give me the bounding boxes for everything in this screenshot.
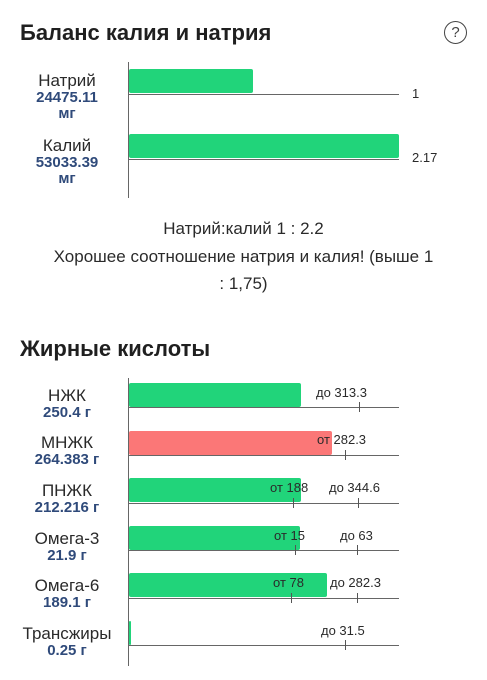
mufa-min: от 282.3: [317, 432, 367, 447]
pufa-min-tick: [293, 498, 294, 508]
trans-fat-max-tick: [345, 640, 346, 650]
pufa-name: ПНЖК: [41, 481, 93, 500]
sfa-max: до 313.3: [316, 385, 367, 400]
mufa-name: МНЖК: [40, 433, 94, 452]
omega6-max: до 282.3: [330, 575, 381, 590]
trans-fat-max: до 31.5: [321, 623, 365, 638]
sodium-label: Натрий 24475.11 мг: [13, 72, 121, 121]
sodium-amount: 24475.11: [36, 88, 98, 106]
verdict-line-2: : 1,75): [219, 274, 268, 293]
potassium-label: Калий 53033.39 мг: [13, 137, 121, 186]
pufa-bar: [129, 478, 301, 502]
potassium-name: Калий: [42, 136, 92, 155]
potassium-bar: [129, 134, 399, 158]
omega3-label: Омега-3 21.9 г: [13, 530, 121, 564]
verdict-line-1: Хорошее соотношение натрия и калия! (выш…: [53, 247, 434, 266]
omega3-min-tick: [295, 545, 296, 555]
pufa-line: [129, 503, 399, 504]
potassium-value: 2.17: [412, 150, 438, 165]
pufa-min: от 188: [270, 480, 309, 495]
omega6-amount: 189.1 г: [43, 593, 91, 611]
fatty-acids-title: Жирные кислоты: [20, 336, 211, 361]
omega6-min: от 78: [273, 575, 304, 590]
sodium-name: Натрий: [38, 71, 96, 90]
omega6-label: Омега-6 189.1 г: [13, 577, 121, 611]
mufa-bar: [129, 431, 332, 455]
pufa-max: до 344.6: [329, 480, 380, 495]
potassium-sodium-title: Баланс калия и натрия: [20, 20, 272, 45]
sodium-bar: [129, 69, 253, 93]
trans-fat-name: Трансжиры: [22, 624, 112, 643]
potassium-unit: мг: [58, 169, 76, 187]
omega3-max-tick: [357, 545, 358, 555]
ratio-line: Натрий:калий 1 : 2.2: [163, 219, 324, 238]
mufa-min-tick: [345, 450, 346, 460]
omega6-min-tick: [291, 593, 292, 603]
trans-fat-line: [129, 645, 399, 646]
omega6-name: Омега-6: [34, 576, 100, 595]
omega3-amount: 21.9 г: [47, 546, 87, 564]
omega3-bar: [129, 526, 300, 550]
potassium-line: [129, 159, 399, 160]
sfa-line: [129, 407, 399, 408]
sfa-label: НЖК 250.4 г: [13, 387, 121, 421]
omega3-max: до 63: [340, 528, 373, 543]
omega6-max-tick: [357, 593, 358, 603]
omega6-line: [129, 598, 399, 599]
sodium-unit: мг: [58, 104, 76, 122]
ps-axis: [128, 62, 129, 198]
help-icon[interactable]: ?: [444, 21, 467, 44]
omega3-min: от 15: [274, 528, 305, 543]
potassium-amount: 53033.39: [35, 153, 99, 171]
sodium-value: 1: [412, 86, 420, 101]
sodium-line: [129, 94, 399, 95]
sfa-amount: 250.4 г: [43, 403, 91, 421]
mufa-label: МНЖК 264.383 г: [13, 434, 121, 468]
mufa-amount: 264.383 г: [34, 450, 100, 468]
pufa-amount: 212.216 г: [34, 498, 100, 516]
trans-fat-bar: [129, 621, 131, 645]
sfa-max-tick: [359, 402, 360, 412]
omega3-name: Омега-3: [34, 529, 100, 548]
trans-fat-amount: 0.25 г: [47, 641, 87, 659]
mufa-line: [129, 455, 399, 456]
omega3-line: [129, 550, 399, 551]
fa-axis: [128, 378, 129, 666]
sfa-name: НЖК: [48, 386, 86, 405]
trans-fat-label: Трансжиры 0.25 г: [13, 625, 121, 659]
pufa-label: ПНЖК 212.216 г: [13, 482, 121, 516]
omega6-bar: [129, 573, 327, 597]
pufa-max-tick: [358, 498, 359, 508]
sfa-bar: [129, 383, 301, 407]
